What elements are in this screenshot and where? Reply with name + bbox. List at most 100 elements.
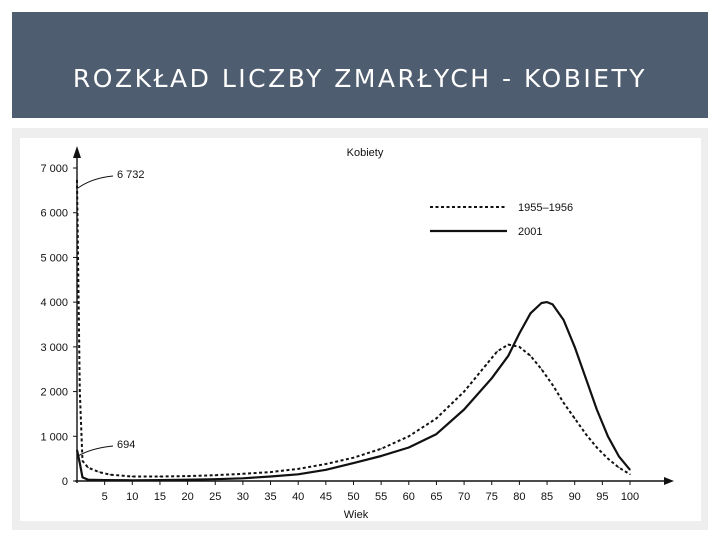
data-point bbox=[574, 417, 576, 419]
legend: 1955–1956 2001 bbox=[430, 202, 573, 238]
data-point bbox=[574, 346, 576, 348]
data-point bbox=[79, 462, 81, 464]
data-point bbox=[518, 332, 520, 335]
data-point bbox=[408, 435, 410, 437]
data-point bbox=[352, 462, 355, 464]
data-point bbox=[131, 475, 133, 478]
annotation-peak-1955: 6 732 bbox=[117, 169, 145, 181]
data-point bbox=[540, 302, 543, 304]
chart-svg: Kobiety Wiek 0 1 000 2 000 3 000 4 000 5 000 6… bbox=[40, 146, 674, 521]
y-axis-arrow bbox=[73, 146, 81, 158]
annotation-peak-2001: 694 bbox=[117, 439, 135, 451]
data-point bbox=[607, 435, 609, 437]
x-tick-label: 45 bbox=[320, 491, 332, 503]
data-point bbox=[551, 303, 554, 305]
x-tick-label: 55 bbox=[375, 491, 387, 503]
x-tick-label: 75 bbox=[486, 491, 498, 503]
y-tick-label: 4 000 bbox=[40, 297, 68, 309]
data-point bbox=[76, 449, 78, 451]
data-point bbox=[269, 475, 272, 478]
data-point bbox=[540, 368, 543, 370]
data-point bbox=[518, 346, 520, 348]
x-axis-label: Wiek bbox=[344, 509, 369, 521]
data-point bbox=[325, 469, 327, 471]
x-tick-label: 10 bbox=[126, 491, 138, 503]
x-tick-label: 15 bbox=[154, 491, 166, 503]
data-point bbox=[563, 319, 565, 321]
data-point bbox=[352, 457, 355, 459]
x-tick-label: 25 bbox=[209, 491, 221, 503]
data-point bbox=[380, 455, 382, 457]
x-tick-label: 35 bbox=[264, 491, 276, 503]
x-tick-label: 100 bbox=[621, 491, 639, 503]
data-point bbox=[435, 433, 438, 435]
annotation-leader bbox=[77, 445, 114, 457]
title-band: ROZKŁAD LICZBY ZMARŁYCH - KOBIETY bbox=[12, 12, 708, 118]
series-lines bbox=[75, 179, 631, 482]
data-point bbox=[104, 479, 106, 481]
data-point bbox=[325, 463, 327, 465]
x-tick-label: 90 bbox=[569, 491, 581, 503]
data-point bbox=[563, 402, 565, 404]
y-tick-label: 0 bbox=[62, 476, 68, 488]
x-tick-label: 80 bbox=[513, 491, 525, 503]
data-point bbox=[380, 448, 382, 450]
y-tick-label: 6 000 bbox=[40, 208, 68, 220]
data-point bbox=[81, 460, 84, 462]
chart-area: Kobiety Wiek 0 1 000 2 000 3 000 4 000 5 000 6… bbox=[20, 138, 701, 521]
data-point bbox=[187, 479, 189, 481]
legend-label: 1955–1956 bbox=[518, 202, 573, 214]
x-axis-arrow bbox=[664, 477, 674, 485]
legend-label: 2001 bbox=[518, 226, 542, 238]
data-point bbox=[242, 477, 244, 479]
x-tick-label: 20 bbox=[181, 491, 193, 503]
y-tick-label: 1 000 bbox=[40, 431, 68, 443]
data-point bbox=[79, 390, 81, 393]
y-tick-label: 2 000 bbox=[40, 387, 68, 399]
y-tick-label: 5 000 bbox=[40, 252, 68, 264]
data-point bbox=[485, 364, 487, 366]
data-point bbox=[507, 344, 509, 346]
data-point bbox=[507, 355, 509, 357]
annotation-leader bbox=[77, 175, 114, 189]
x-tick-label: 60 bbox=[403, 491, 415, 503]
data-point bbox=[618, 466, 620, 469]
data-point bbox=[474, 377, 476, 379]
x-tick-label: 95 bbox=[596, 491, 608, 503]
data-point bbox=[491, 377, 493, 379]
x-tick-label: 5 bbox=[102, 491, 108, 503]
y-tick-label: 7 000 bbox=[40, 163, 68, 175]
x-tick-label: 50 bbox=[347, 491, 359, 503]
data-point bbox=[214, 478, 216, 480]
data-point bbox=[596, 408, 598, 411]
data-point bbox=[81, 476, 84, 479]
x-tick-label: 70 bbox=[458, 491, 470, 503]
data-point bbox=[629, 469, 631, 471]
data-point bbox=[463, 408, 465, 411]
series-line-solid bbox=[75, 301, 631, 482]
data-point bbox=[159, 479, 161, 481]
data-point bbox=[242, 473, 244, 475]
x-tick-label: 30 bbox=[237, 491, 249, 503]
data-point bbox=[297, 473, 299, 475]
slide-title: ROZKŁAD LICZBY ZMARŁYCH - KOBIETY bbox=[72, 64, 648, 93]
data-point bbox=[87, 466, 89, 469]
x-tick-label: 40 bbox=[292, 491, 304, 503]
data-point bbox=[297, 468, 299, 470]
data-point bbox=[109, 474, 111, 476]
data-point bbox=[551, 384, 554, 386]
data-point bbox=[546, 301, 548, 303]
x-tick-label: 65 bbox=[430, 491, 442, 503]
axes bbox=[73, 146, 674, 485]
x-tick-label: 85 bbox=[541, 491, 553, 503]
data-point bbox=[98, 471, 100, 473]
data-point bbox=[435, 417, 438, 419]
data-point bbox=[214, 474, 216, 476]
data-point bbox=[269, 471, 272, 473]
data-point bbox=[408, 446, 410, 449]
tick-labels: 0 1 000 2 000 3 000 4 000 5 000 6 000 7 000 5 10 1… bbox=[40, 163, 639, 503]
data-point bbox=[529, 312, 532, 314]
series-line-dashed bbox=[76, 179, 631, 478]
data-point bbox=[629, 473, 631, 475]
annotations: 6 732 694 bbox=[77, 169, 145, 457]
